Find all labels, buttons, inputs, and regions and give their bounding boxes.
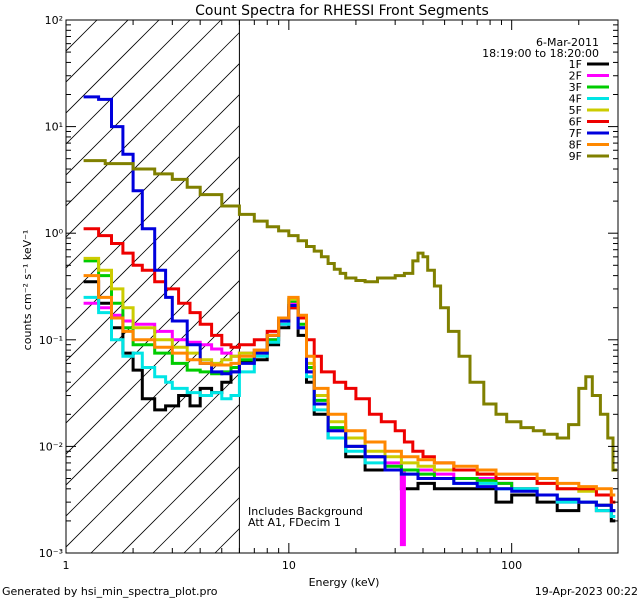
hatch-mask <box>239 20 618 553</box>
y-tick-label: 10¹ <box>45 121 63 134</box>
series-group <box>83 95 617 547</box>
annotation-background: Includes Background <box>248 505 363 518</box>
legend-label-4f: 4F <box>569 93 582 106</box>
hatch-line <box>66 20 160 114</box>
series-line-8f <box>83 274 616 497</box>
y-tick-label: 10⁻² <box>39 440 63 453</box>
x-tick-label: 10 <box>282 559 296 572</box>
date-label: 6-Mar-2011 <box>536 36 599 49</box>
y-tick-label: 10² <box>45 14 63 27</box>
footer-generated-by: Generated by hsi_min_spectra_plot.pro <box>2 585 218 598</box>
x-axis-ticks: 1 10 100 <box>63 20 619 572</box>
legend-label-5f: 5F <box>569 104 582 117</box>
hatch-line <box>66 20 315 269</box>
hatch-line <box>66 20 253 207</box>
legend-label-8f: 8F <box>569 139 582 152</box>
x-tick-label: 100 <box>501 559 522 572</box>
hatch-line <box>66 20 98 52</box>
y-axis-ticks: 10⁻³ 10⁻² 10⁻¹ 10⁰ 10¹ 10² <box>39 14 618 560</box>
annotation-attenuator: Att A1, FDecim 1 <box>248 516 341 529</box>
attenuator-hatch-region <box>66 20 618 553</box>
y-axis-label: counts cm⁻² s⁻¹ keV⁻¹ <box>21 230 34 351</box>
chart-title: Count Spectra for RHESSI Front Segments <box>195 3 489 19</box>
legend-label-3f: 3F <box>569 81 582 94</box>
hatch-line <box>66 20 191 145</box>
plot-frame <box>65 19 619 554</box>
legend-label-9f: 9F <box>569 150 582 163</box>
y-tick-label: 10⁰ <box>45 227 64 240</box>
x-tick-label: 1 <box>63 559 70 572</box>
time-range-label: 18:19:00 to 18:20:00 <box>482 47 599 60</box>
y-tick-label: 10⁻³ <box>39 547 63 560</box>
legend-label-7f: 7F <box>569 127 582 140</box>
hatch-line <box>66 20 284 238</box>
footer-timestamp: 19-Apr-2023 00:22 <box>535 585 638 598</box>
series-line-9f <box>83 159 617 472</box>
y-tick-label: 10⁻¹ <box>39 334 63 347</box>
x-axis-label: Energy (keV) <box>309 576 380 589</box>
legend-label-6f: 6F <box>569 116 582 129</box>
hatch-line <box>66 20 222 176</box>
legend-label-2f: 2F <box>569 70 582 83</box>
legend-label-1f: 1F <box>569 58 582 71</box>
